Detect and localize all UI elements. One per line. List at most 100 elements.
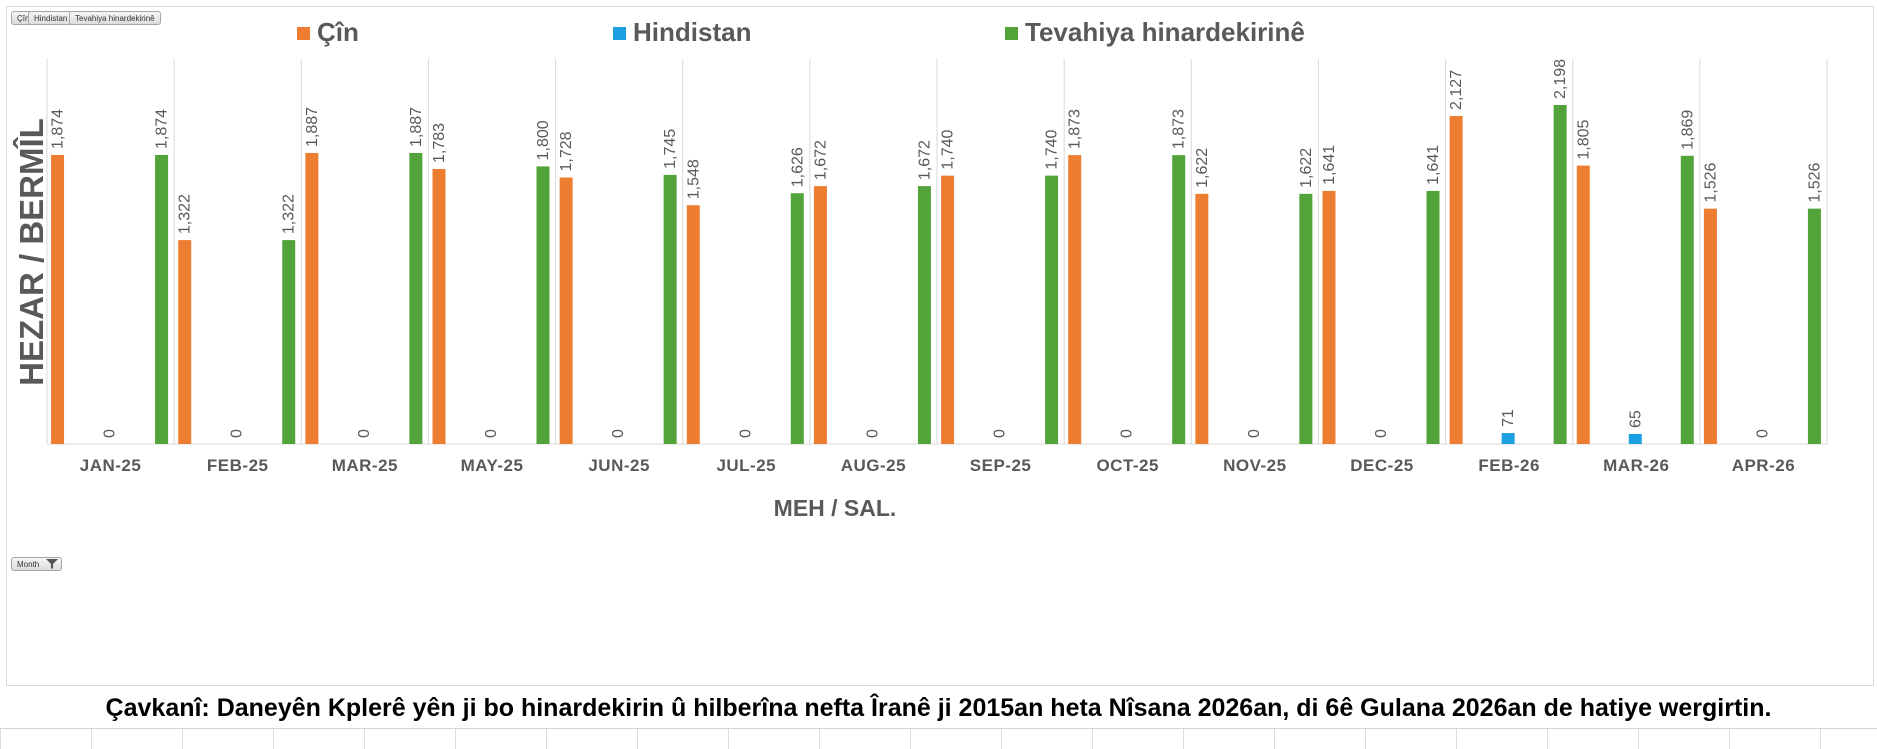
x-tick-label: JUL-25: [716, 456, 776, 475]
data-label: 0: [1373, 429, 1390, 438]
data-label: 1,873: [1171, 109, 1188, 149]
x-tick-label: SEP-25: [970, 456, 1032, 475]
x-tick-label: AUG-25: [841, 456, 906, 475]
x-tick-label: OCT-25: [1096, 456, 1159, 475]
bar-total: [790, 193, 804, 444]
data-label: 1,622: [1298, 148, 1315, 188]
source-caption: Çavkanî: Daneyên Kplerê yên ji bo hinard…: [105, 694, 1772, 722]
data-label: 2,127: [1448, 70, 1465, 110]
data-label: 1,641: [1321, 145, 1338, 185]
data-label: 1,322: [177, 194, 194, 234]
bar-total: [1807, 208, 1821, 444]
data-label: 0: [1119, 429, 1136, 438]
bar-china: [178, 240, 192, 444]
bar-india: [1628, 433, 1642, 444]
x-tick-label: MAR-26: [1603, 456, 1669, 475]
bar-total: [1045, 175, 1059, 444]
chart-area: Çîn Hindistan Tevahiya hinardekirinê Mon…: [6, 6, 1874, 686]
bar-india: [1501, 433, 1515, 444]
bar-china: [813, 186, 827, 445]
data-label: 0: [1246, 429, 1263, 438]
bar-china: [432, 169, 446, 444]
x-axis-title: MEH / SAL.: [774, 495, 897, 521]
y-axis-title: HEZAR / BERMÎL: [13, 118, 50, 386]
data-label: 1,800: [535, 120, 552, 160]
legend-label-total: Tevahiya hinardekirinê: [1025, 17, 1305, 47]
bar-total: [1426, 190, 1440, 444]
bar-china: [1703, 208, 1717, 444]
legend-label-india: Hindistan: [633, 17, 751, 47]
data-label: 0: [1754, 429, 1771, 438]
data-label: 0: [102, 429, 119, 438]
data-label: 1,526: [1806, 163, 1823, 203]
data-label: 1,526: [1702, 163, 1719, 203]
legend-swatch-china: [297, 27, 310, 40]
bar-total: [155, 154, 169, 444]
x-tick-label: DEC-25: [1350, 456, 1413, 475]
x-tick-label: JAN-25: [80, 456, 142, 475]
x-tick-label: NOV-25: [1223, 456, 1286, 475]
bar-total: [1553, 105, 1567, 444]
data-label: 1,887: [408, 107, 425, 147]
data-label: 1,322: [281, 194, 298, 234]
bar-total: [917, 186, 931, 445]
bar-china: [1576, 165, 1590, 444]
data-label: 1,548: [685, 159, 702, 199]
bar-china: [559, 177, 573, 444]
funnel-icon[interactable]: [46, 559, 59, 569]
bar-total: [663, 174, 677, 444]
data-label: 1,740: [940, 129, 957, 169]
data-label: 1,873: [1067, 109, 1084, 149]
pivot-axis-field-label: Month: [17, 560, 40, 569]
data-label: 1,783: [431, 123, 448, 163]
pivot-axis-field-button[interactable]: Month: [11, 557, 63, 571]
data-label: 1,641: [1425, 145, 1442, 185]
spreadsheet-grid: [0, 728, 1877, 749]
bar-total: [409, 152, 423, 444]
data-label: 1,869: [1679, 110, 1696, 150]
bar-china: [1322, 190, 1336, 444]
data-label: 0: [483, 429, 500, 438]
data-label: 71: [1500, 409, 1517, 427]
bar-total: [282, 240, 296, 444]
data-label: 0: [356, 429, 373, 438]
data-label: 1,874: [154, 109, 171, 149]
bar-china: [686, 205, 700, 444]
bar-china: [305, 152, 319, 444]
x-tick-label: JUN-25: [588, 456, 650, 475]
data-label: 0: [610, 429, 627, 438]
bar-china: [941, 175, 955, 444]
bar-china: [51, 154, 65, 444]
data-label: 1,622: [1194, 148, 1211, 188]
data-label: 1,874: [50, 109, 67, 149]
x-tick-label: MAY-25: [461, 456, 524, 475]
data-label: 1,805: [1575, 119, 1592, 159]
bar-total: [1680, 155, 1694, 444]
legend-label-china: Çîn: [317, 17, 359, 47]
data-label: 1,728: [558, 131, 575, 171]
data-label: 0: [737, 429, 754, 438]
x-tick-label: MAR-25: [332, 456, 398, 475]
legend-swatch-india: [613, 27, 626, 40]
bar-china: [1449, 115, 1463, 444]
data-label: 1,745: [662, 129, 679, 169]
x-tick-label: FEB-26: [1478, 456, 1540, 475]
data-label: 1,672: [916, 140, 933, 180]
data-label: 1,626: [789, 147, 806, 187]
data-label: 2,198: [1552, 59, 1569, 99]
x-tick-label: FEB-25: [207, 456, 269, 475]
bar-total: [536, 166, 550, 445]
data-label: 1,740: [1044, 129, 1061, 169]
data-label: 1,887: [304, 107, 321, 147]
bar-total: [1299, 193, 1313, 444]
data-label: 1,672: [812, 140, 829, 180]
bar-china: [1195, 193, 1209, 444]
legend-swatch-total: [1005, 27, 1018, 40]
data-label: 65: [1627, 410, 1644, 428]
data-label: 0: [229, 429, 246, 438]
bar-total: [1172, 155, 1186, 444]
data-label: 0: [864, 429, 881, 438]
pivot-field-button-total[interactable]: Tevahiya hinardekirinê: [69, 11, 161, 25]
data-label: 0: [992, 429, 1009, 438]
x-tick-label: APR-26: [1732, 456, 1795, 475]
